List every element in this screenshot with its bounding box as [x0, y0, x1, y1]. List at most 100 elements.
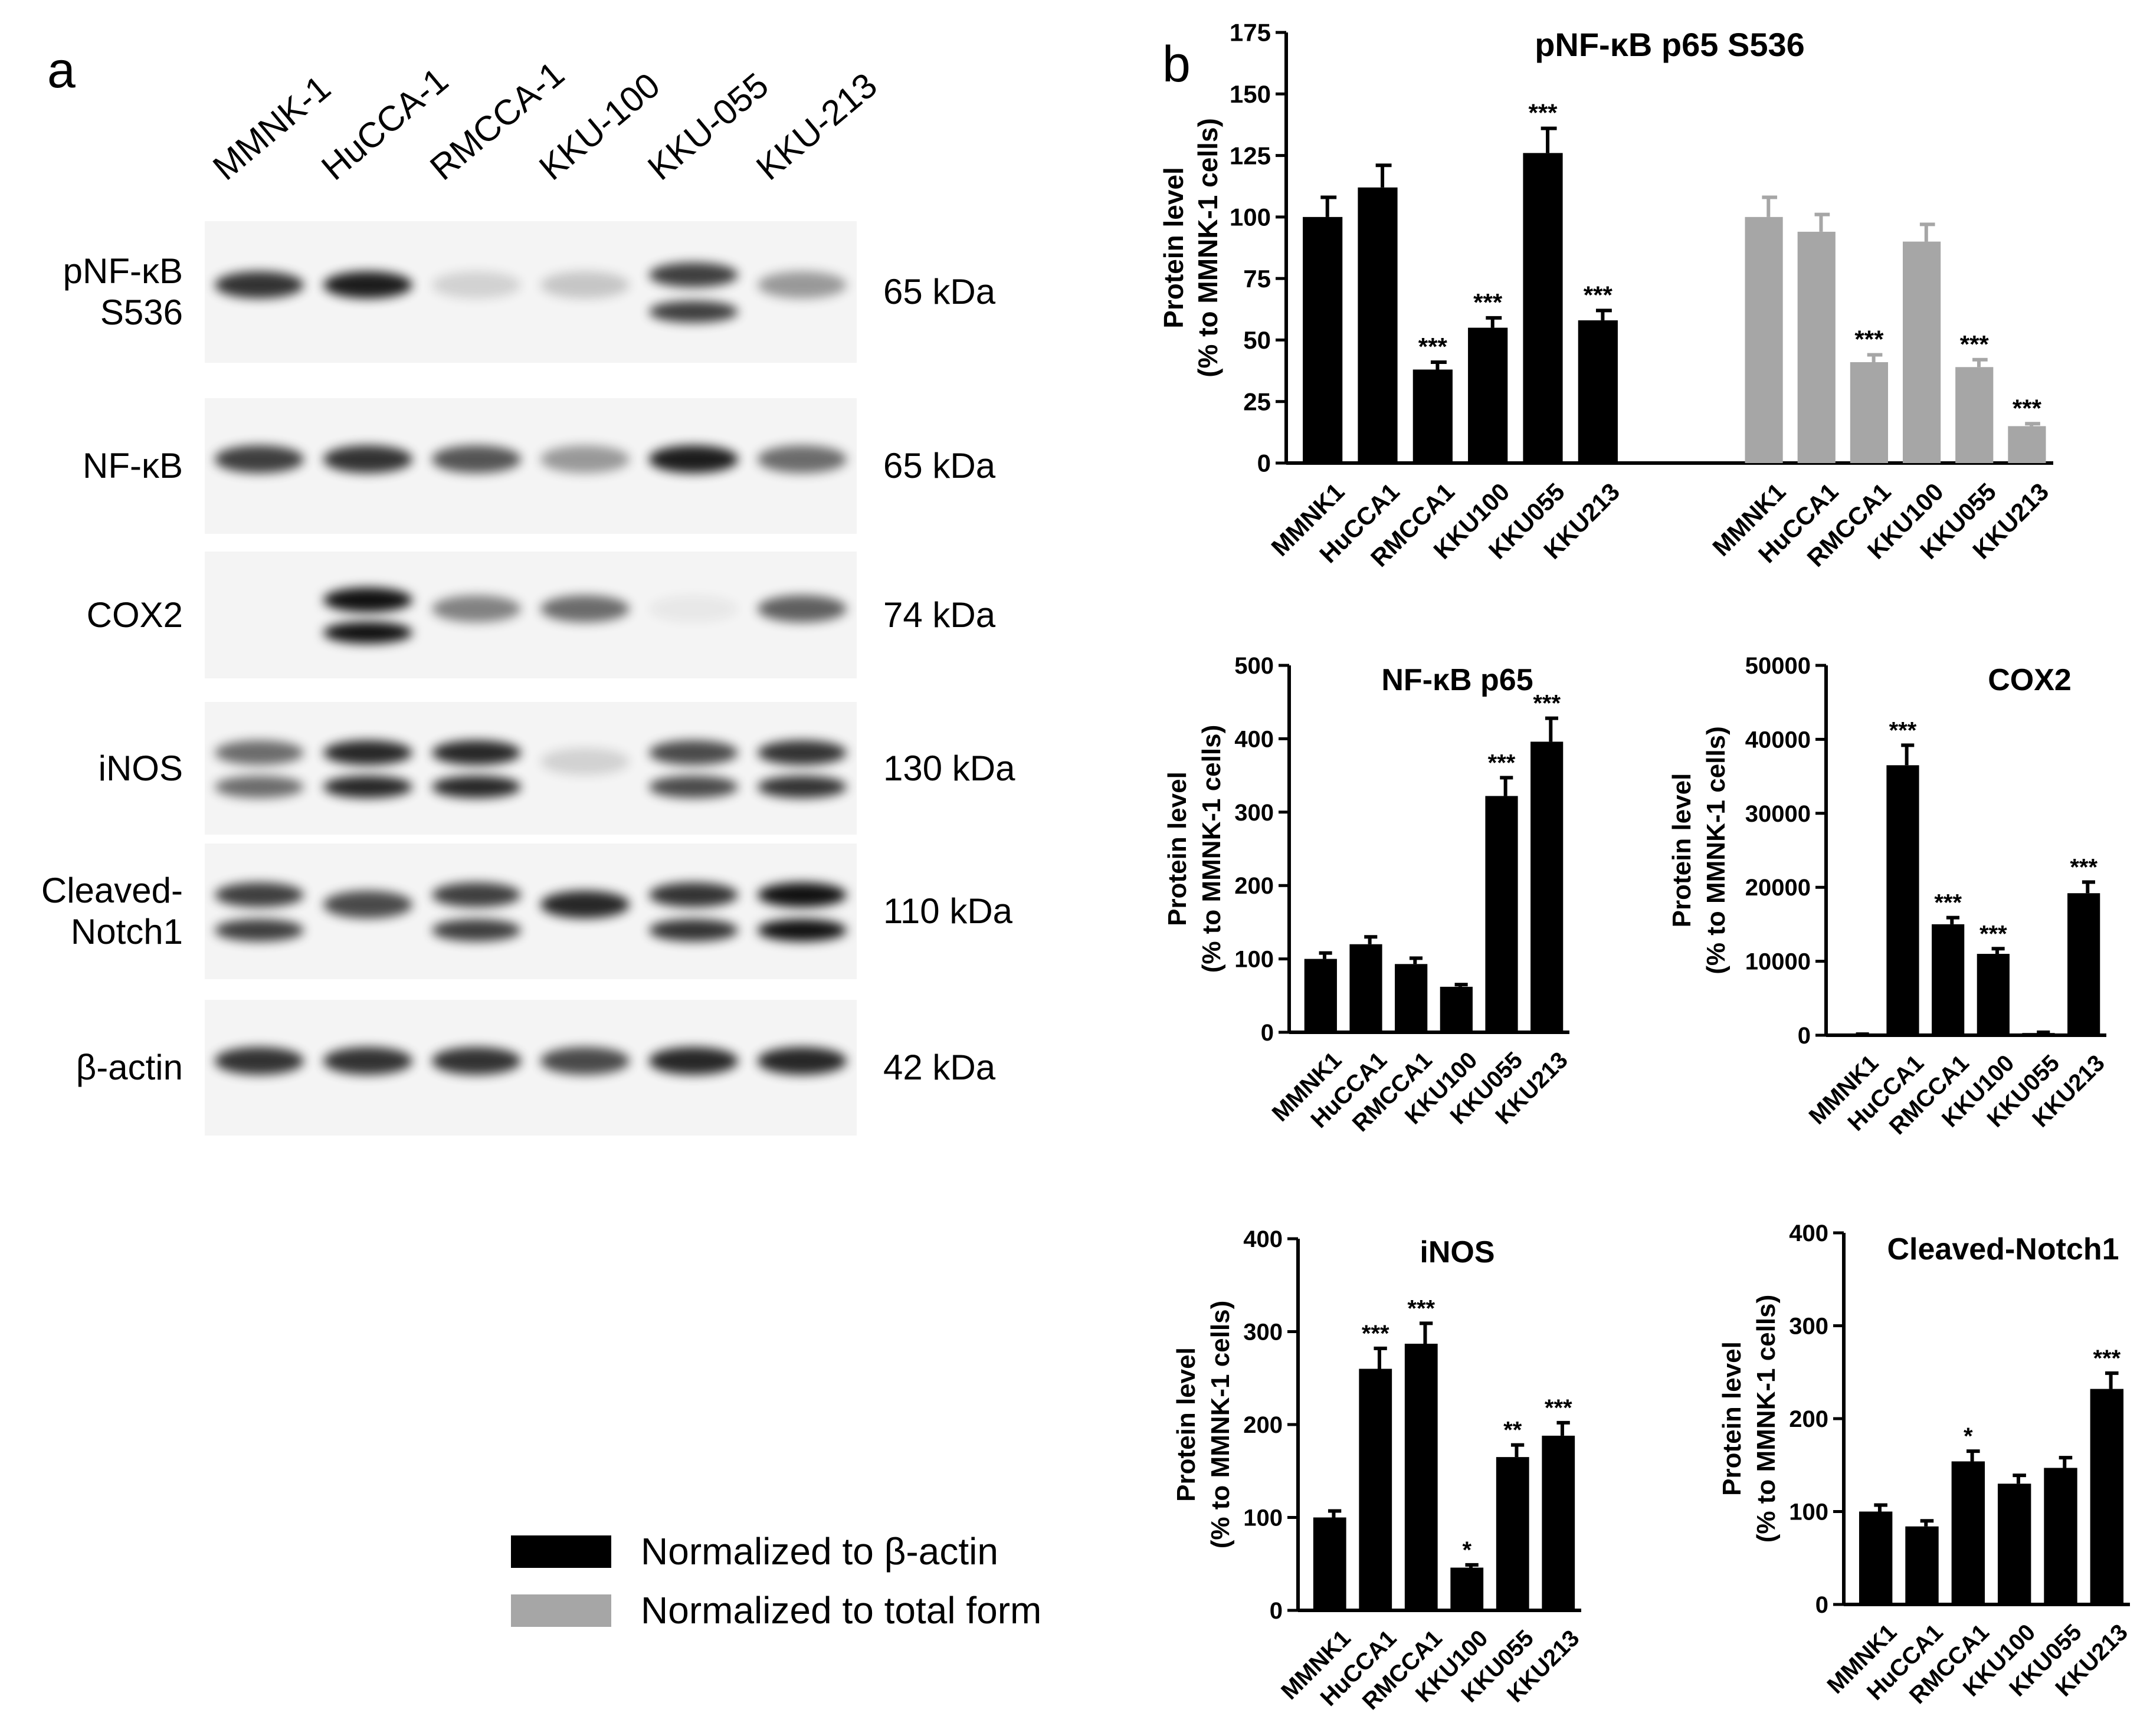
legend: Normalized to β-actin Normalized to tota…: [511, 1522, 1041, 1640]
y-tick-label: 200: [1789, 1406, 1828, 1432]
significance-label: ***: [1854, 325, 1884, 353]
chart-title: iNOS: [1420, 1235, 1494, 1269]
blot-band: [431, 740, 521, 765]
y-tick-label: 200: [1234, 873, 1274, 899]
blot-band: [649, 882, 739, 908]
blot-band: [214, 445, 304, 473]
chart-title: pNF-κB p65 S536: [1535, 26, 1805, 63]
bar: [1450, 1567, 1484, 1610]
bar: [1530, 741, 1564, 1032]
y-tick-label: 100: [1243, 1505, 1283, 1531]
significance-label: ***: [1889, 717, 1917, 743]
y-axis-label: Protein level: [1158, 167, 1189, 329]
blot-band: [758, 1047, 847, 1075]
bar: [1468, 327, 1508, 463]
y-tick-label: 25: [1243, 388, 1271, 415]
significance-label: ***: [1960, 330, 1990, 358]
bar: [1404, 1343, 1438, 1610]
significance-label: *: [1964, 1423, 1973, 1449]
blot-band: [649, 1047, 739, 1075]
y-tick-label: 125: [1230, 142, 1271, 169]
significance-label: ***: [1407, 1295, 1435, 1321]
bar: [1349, 944, 1382, 1032]
significance-label: ***: [1934, 890, 1962, 916]
blot-band: [758, 776, 847, 798]
blot-row-label: NF-κB: [83, 446, 183, 485]
significance-label: ***: [2093, 1346, 2120, 1371]
bar: [1997, 1484, 2031, 1604]
blot-row-label: β-actin: [76, 1048, 183, 1087]
bar: [1412, 369, 1453, 463]
blot-band: [649, 776, 739, 798]
blot-band: [540, 1047, 630, 1075]
significance-label: *: [1462, 1537, 1471, 1563]
bar: [1523, 153, 1563, 463]
y-tick-label: 300: [1234, 800, 1274, 826]
legend-label-beta-actin: Normalized to β-actin: [641, 1530, 998, 1573]
y-tick-label: 50000: [1745, 653, 1811, 679]
y-tick-label: 100: [1230, 204, 1271, 231]
significance-label: ***: [1545, 1395, 1572, 1421]
bar: [1902, 241, 1941, 463]
chart-title: NF-κB p65: [1381, 663, 1533, 697]
blot-band: [323, 621, 412, 644]
bar: [1304, 959, 1337, 1032]
y-tick-label: 0: [1257, 449, 1271, 477]
bar: [1905, 1526, 1939, 1604]
blot-band: [214, 271, 304, 299]
y-tick-label: 400: [1234, 726, 1274, 752]
bar: [1850, 362, 1889, 463]
blot-band: [323, 776, 412, 798]
panel-b-letter: b: [1162, 36, 1191, 93]
y-tick-label: 400: [1243, 1226, 1283, 1252]
chart-title: Cleaved-Notch1: [1887, 1232, 2119, 1266]
blot-band: [649, 919, 739, 942]
blot-band: [214, 1047, 304, 1075]
blot-band: [431, 882, 521, 908]
blot-band: [431, 1047, 521, 1075]
blot-band: [758, 740, 847, 765]
y-tick-label: 100: [1234, 947, 1274, 973]
bar: [1951, 1461, 1985, 1604]
bar: [1440, 986, 1473, 1032]
blot-band: [649, 595, 739, 622]
bar: [1977, 954, 2010, 1035]
legend-item-beta-actin: Normalized to β-actin: [511, 1522, 1041, 1581]
y-tick-label: 0: [1270, 1598, 1283, 1624]
blot-band: [431, 919, 521, 942]
blot-row-label: pNF-κB S536: [63, 251, 183, 332]
y-tick-label: 75: [1243, 265, 1271, 293]
y-tick-label: 40000: [1745, 727, 1811, 753]
blot-band: [540, 271, 630, 299]
bar: [1745, 216, 1783, 463]
blot-band: [758, 271, 847, 299]
blot-band: [431, 595, 521, 622]
y-tick-label: 300: [1789, 1314, 1828, 1340]
blot-band: [540, 595, 630, 622]
blot-strip: [205, 398, 857, 534]
legend-swatch-total-form: [511, 1594, 611, 1627]
bar: [1358, 187, 1398, 463]
significance-label: ***: [1979, 921, 2007, 947]
blot-band: [214, 882, 304, 908]
blot-band: [758, 445, 847, 473]
significance-label: ***: [2070, 854, 2097, 880]
blot-band: [431, 271, 521, 299]
y-tick-label: 300: [1243, 1320, 1283, 1346]
bar: [1859, 1511, 1893, 1604]
y-tick-label: 400: [1789, 1220, 1828, 1246]
y-axis-label: (% to MMNK-1 cells): [1192, 118, 1223, 378]
bar: [2067, 893, 2100, 1035]
blot-band: [649, 300, 739, 323]
blot-kda-label: 74 kDa: [883, 595, 996, 635]
blot-strip: [205, 702, 857, 835]
y-tick-label: 30000: [1745, 801, 1811, 827]
bar: [1303, 216, 1343, 463]
blot-band: [323, 1047, 412, 1075]
blot-row-label: iNOS: [98, 748, 183, 788]
blot-kda-label: 110 kDa: [883, 891, 1013, 931]
blot-strip: [205, 221, 857, 363]
y-axis-label: Protein level: [1718, 1341, 1746, 1496]
blot-band: [649, 445, 739, 473]
blot-band: [758, 595, 847, 622]
